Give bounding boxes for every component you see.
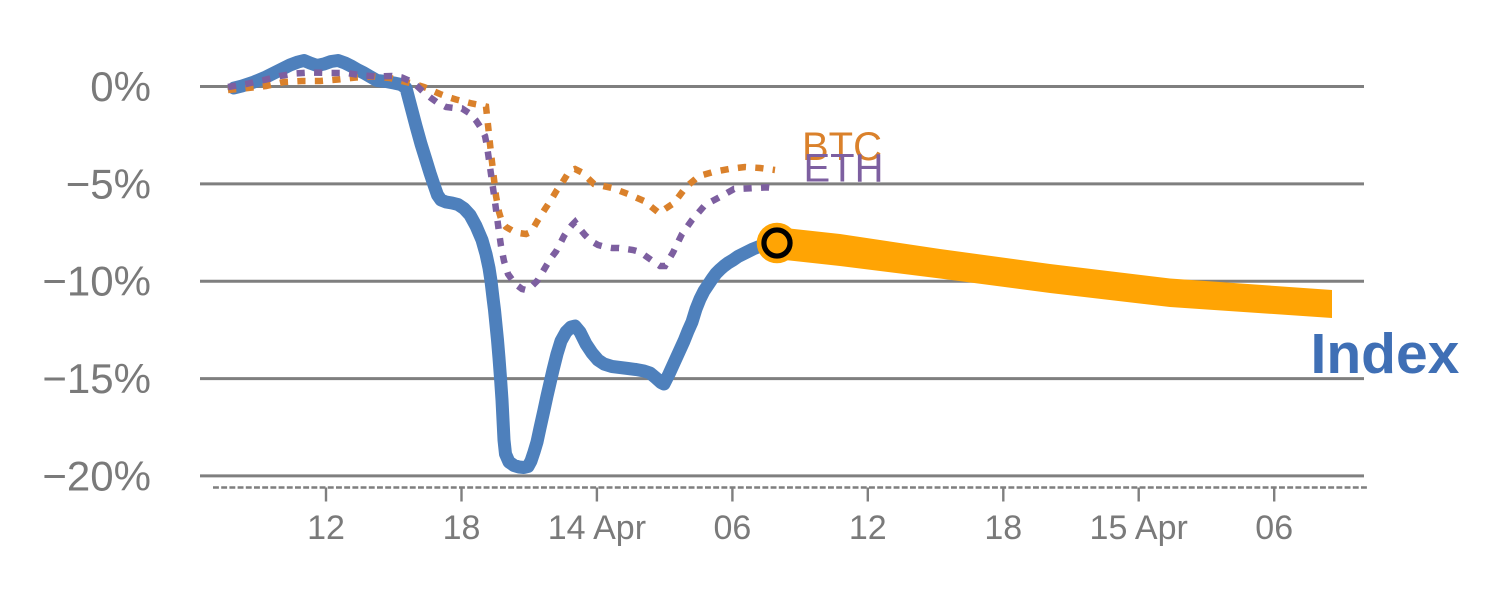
svg-text:06: 06 [1255,509,1293,547]
svg-text:−5%: −5% [66,160,151,207]
svg-text:BTC: BTC [802,125,882,169]
svg-text:−10%: −10% [42,258,151,305]
svg-text:12: 12 [307,509,345,547]
svg-text:0%: 0% [90,63,151,110]
svg-text:18: 18 [443,509,481,547]
svg-text:ETH: ETH [804,147,884,191]
svg-text:12: 12 [849,509,887,547]
svg-text:Index: Index [1311,322,1460,386]
svg-text:14 Apr: 14 Apr [548,509,646,547]
svg-text:−15%: −15% [42,355,151,402]
svg-text:18: 18 [984,509,1022,547]
svg-text:06: 06 [713,509,751,547]
svg-text:15 Apr: 15 Apr [1090,509,1188,547]
svg-text:−20%: −20% [42,452,151,499]
